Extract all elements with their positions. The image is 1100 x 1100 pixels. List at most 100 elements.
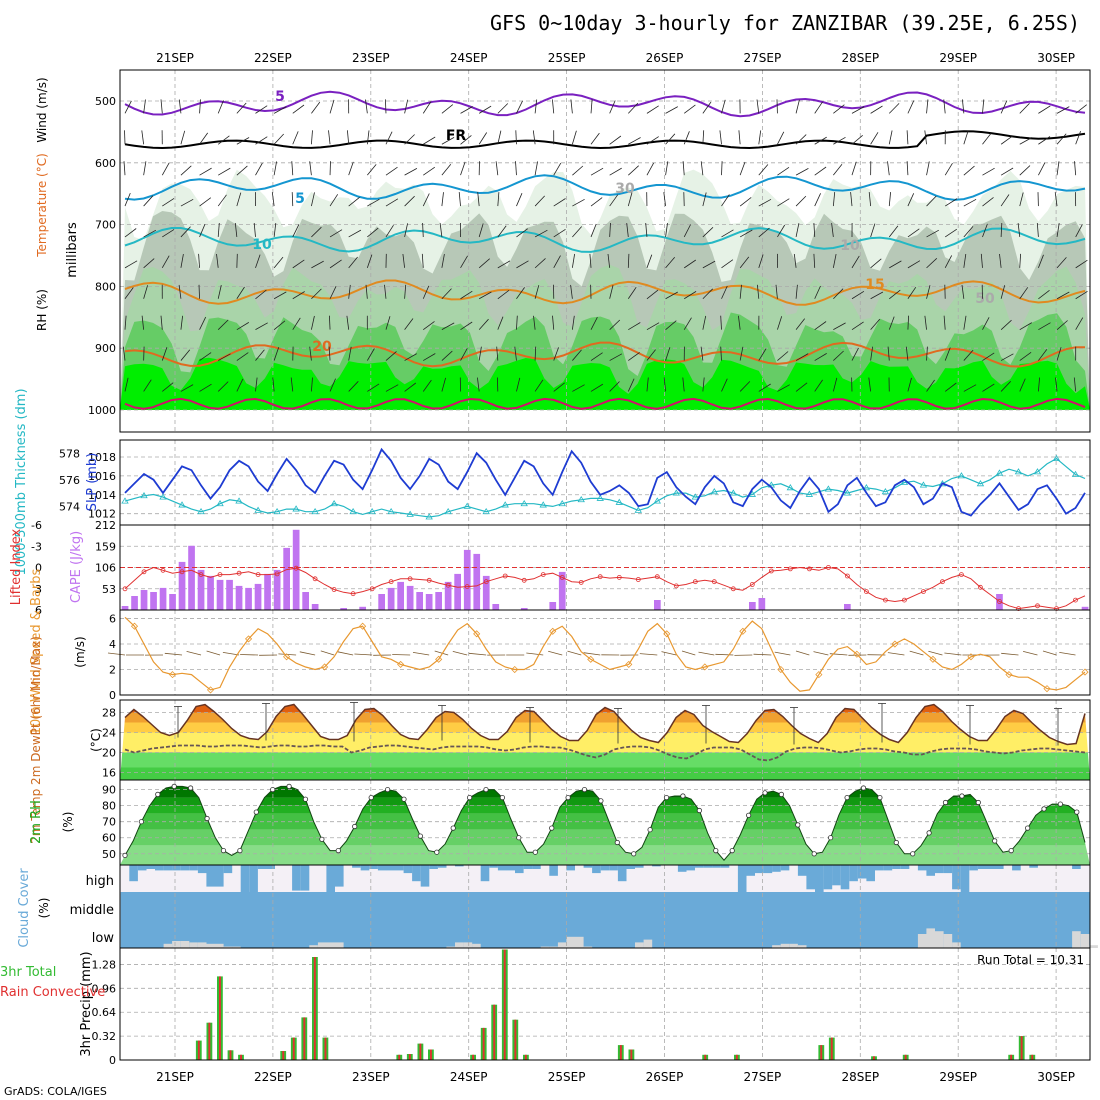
wind-barb — [756, 99, 760, 114]
cloud-high-bar — [600, 865, 610, 871]
pressure-tick: 500 — [95, 95, 116, 108]
wind10m-barb — [944, 652, 962, 656]
wind-barb — [646, 377, 649, 392]
wind-barb — [572, 198, 585, 207]
temp-unit: (°C) — [89, 728, 103, 752]
wind-barb — [329, 315, 331, 330]
wind-barb — [534, 346, 537, 361]
cloud-high-bar — [155, 865, 164, 871]
thickness-tick: 576 — [59, 474, 80, 487]
temp-axis-label: 2m Temp 2m DewPt (6hr Min/Max) — [29, 636, 43, 844]
cloud-high-bar — [763, 865, 773, 874]
wind-barb — [423, 321, 435, 330]
wind-barb — [607, 253, 611, 268]
cloud-high-bar — [935, 865, 944, 874]
wind10m-marker — [244, 635, 253, 643]
thickness-marker — [1033, 468, 1042, 475]
wind10m-marker — [435, 655, 443, 663]
wind10m-barb — [715, 653, 734, 656]
cloud-mid-bar — [566, 892, 576, 948]
wind-barb — [813, 253, 816, 268]
cloud-mid-bar — [137, 892, 147, 948]
li-marker — [350, 591, 356, 597]
cloud-low-bar — [643, 939, 653, 948]
cloud-high-bar — [532, 865, 541, 869]
cloud-mid-bar — [815, 892, 825, 948]
wind-barb — [627, 253, 630, 268]
date-label-top: 25SEP — [548, 51, 586, 65]
wind-barb — [646, 162, 655, 176]
wind-barb — [273, 256, 284, 269]
wind-barb — [665, 106, 678, 114]
cape-bar — [397, 581, 404, 610]
rh-marker — [1025, 825, 1031, 831]
wind-barb — [1019, 322, 1033, 331]
wind-barb — [571, 130, 577, 145]
wind-barb — [570, 284, 573, 299]
cloud-mid-bar — [935, 892, 945, 948]
wind-tick: 2 — [109, 664, 116, 677]
thickness-marker — [406, 510, 414, 517]
wind-barb — [141, 315, 145, 330]
cloud-high-bar — [249, 865, 258, 892]
cloud-mid-bar — [455, 892, 465, 948]
cloud-level-label: low — [92, 931, 115, 946]
rh-marker — [745, 812, 752, 818]
cloud-mid-bar — [257, 892, 267, 948]
wind-barb — [982, 223, 988, 238]
wind-barb — [497, 130, 502, 145]
thickness-marker — [976, 480, 985, 487]
cloud-mid-bar — [583, 892, 593, 948]
wind-barb — [178, 284, 182, 299]
wind-barb — [143, 379, 152, 392]
thickness-marker — [577, 495, 585, 503]
wind10m-barb — [337, 651, 354, 656]
wind-barb — [273, 291, 287, 300]
thickness-marker — [159, 493, 167, 500]
cloud-mid-bar — [626, 892, 636, 948]
li-marker — [902, 597, 907, 603]
wind-barb — [795, 318, 806, 330]
wind-barb — [404, 195, 415, 207]
precip-conv-bar — [482, 1027, 485, 1060]
rh-marker — [860, 785, 867, 791]
wind10m-marker — [739, 627, 747, 635]
wind-tick: 6 — [109, 613, 116, 626]
wind-barb — [590, 317, 598, 330]
li-marker — [217, 572, 223, 577]
wind-barb — [404, 99, 409, 114]
precip-unit: 3hr Precip (mm) — [79, 951, 94, 1056]
wind-barb — [198, 284, 200, 299]
wind10m-marker — [777, 665, 785, 674]
cape-bar — [416, 592, 423, 610]
wind-barb — [404, 318, 414, 330]
thickness-marker — [387, 507, 395, 515]
cloud-high-bar — [832, 865, 841, 886]
thickness-marker — [634, 506, 642, 513]
wind-barb — [777, 131, 785, 145]
date-label-top: 22SEP — [254, 51, 292, 65]
wind-barb — [1073, 377, 1077, 392]
wind-barb — [870, 346, 873, 361]
wind-barb — [124, 130, 126, 145]
precip-total-label: 3hr Total — [0, 965, 56, 980]
cloud-high-bar — [695, 865, 704, 868]
wind-barb — [199, 167, 212, 176]
wind-barb — [404, 223, 408, 238]
wind-barb — [832, 192, 836, 207]
wind-barb — [180, 315, 183, 330]
wind-barb — [422, 222, 424, 237]
wind-barb — [814, 353, 827, 361]
wind-barb — [777, 316, 783, 330]
wind-barb — [532, 130, 536, 145]
thickness-marker — [653, 497, 661, 504]
wind-barb — [665, 291, 678, 300]
thickness-marker — [121, 497, 129, 504]
precip-conv-bar — [1031, 1054, 1034, 1060]
wind10m-marker — [1043, 685, 1051, 693]
wind-barb — [497, 260, 511, 269]
wind-barb — [1019, 103, 1030, 114]
cloud-high-bar — [437, 865, 447, 868]
rh-marker — [910, 851, 916, 857]
